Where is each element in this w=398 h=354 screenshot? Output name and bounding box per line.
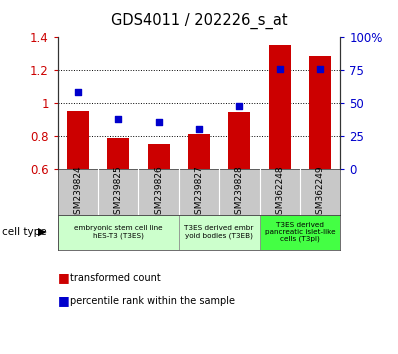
Text: percentile rank within the sample: percentile rank within the sample [70, 296, 235, 306]
Text: transformed count: transformed count [70, 273, 160, 283]
Bar [58, 215, 179, 250]
Text: GSM239828: GSM239828 [235, 165, 244, 220]
Bar [269, 45, 291, 169]
Text: GSM239826: GSM239826 [154, 165, 163, 220]
Text: GSM239827: GSM239827 [195, 165, 203, 220]
Text: GSM362248: GSM362248 [275, 165, 284, 220]
Point [317, 67, 323, 72]
Text: ▶: ▶ [37, 227, 46, 237]
Point [115, 116, 121, 122]
Point [75, 89, 81, 95]
Text: T3ES derived
pancreatic islet-like
cells (T3pi): T3ES derived pancreatic islet-like cells… [265, 222, 335, 242]
Text: GSM239824: GSM239824 [73, 165, 82, 220]
Text: ■: ■ [58, 272, 70, 284]
Text: embryonic stem cell line
hES-T3 (T3ES): embryonic stem cell line hES-T3 (T3ES) [74, 225, 162, 239]
Bar [107, 138, 129, 169]
Bar [259, 215, 340, 250]
Point [156, 119, 162, 125]
Text: GDS4011 / 202226_s_at: GDS4011 / 202226_s_at [111, 12, 287, 29]
Text: GSM362249: GSM362249 [316, 165, 325, 220]
Text: ■: ■ [58, 295, 70, 307]
Bar [188, 134, 210, 169]
Text: T3ES derived embr
yoid bodies (T3EB): T3ES derived embr yoid bodies (T3EB) [185, 225, 254, 239]
Point [196, 126, 202, 132]
Bar [179, 215, 259, 250]
Text: cell type: cell type [2, 227, 47, 237]
Bar [148, 144, 170, 169]
Point [236, 103, 242, 108]
Point [277, 67, 283, 72]
Bar [67, 110, 89, 169]
Bar [309, 56, 331, 169]
Bar [228, 112, 250, 169]
Text: GSM239825: GSM239825 [114, 165, 123, 220]
